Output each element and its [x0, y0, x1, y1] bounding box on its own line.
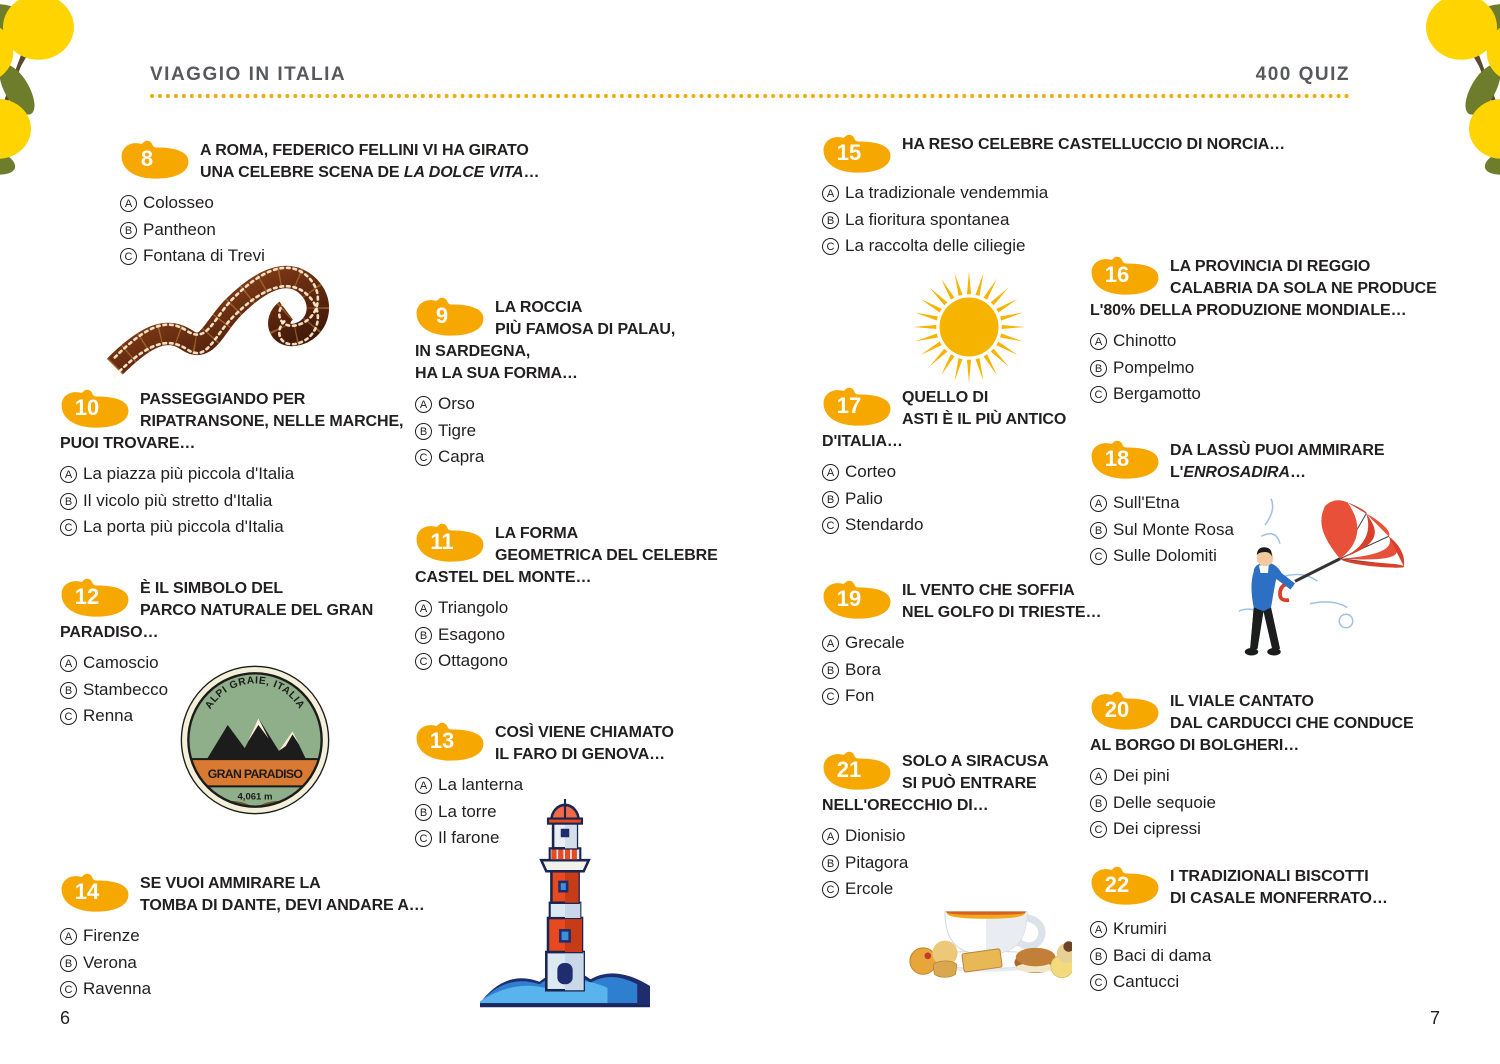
svg-text:4,061 m: 4,061 m: [238, 791, 273, 802]
svg-text:GRAN PARADISO: GRAN PARADISO: [208, 767, 304, 781]
